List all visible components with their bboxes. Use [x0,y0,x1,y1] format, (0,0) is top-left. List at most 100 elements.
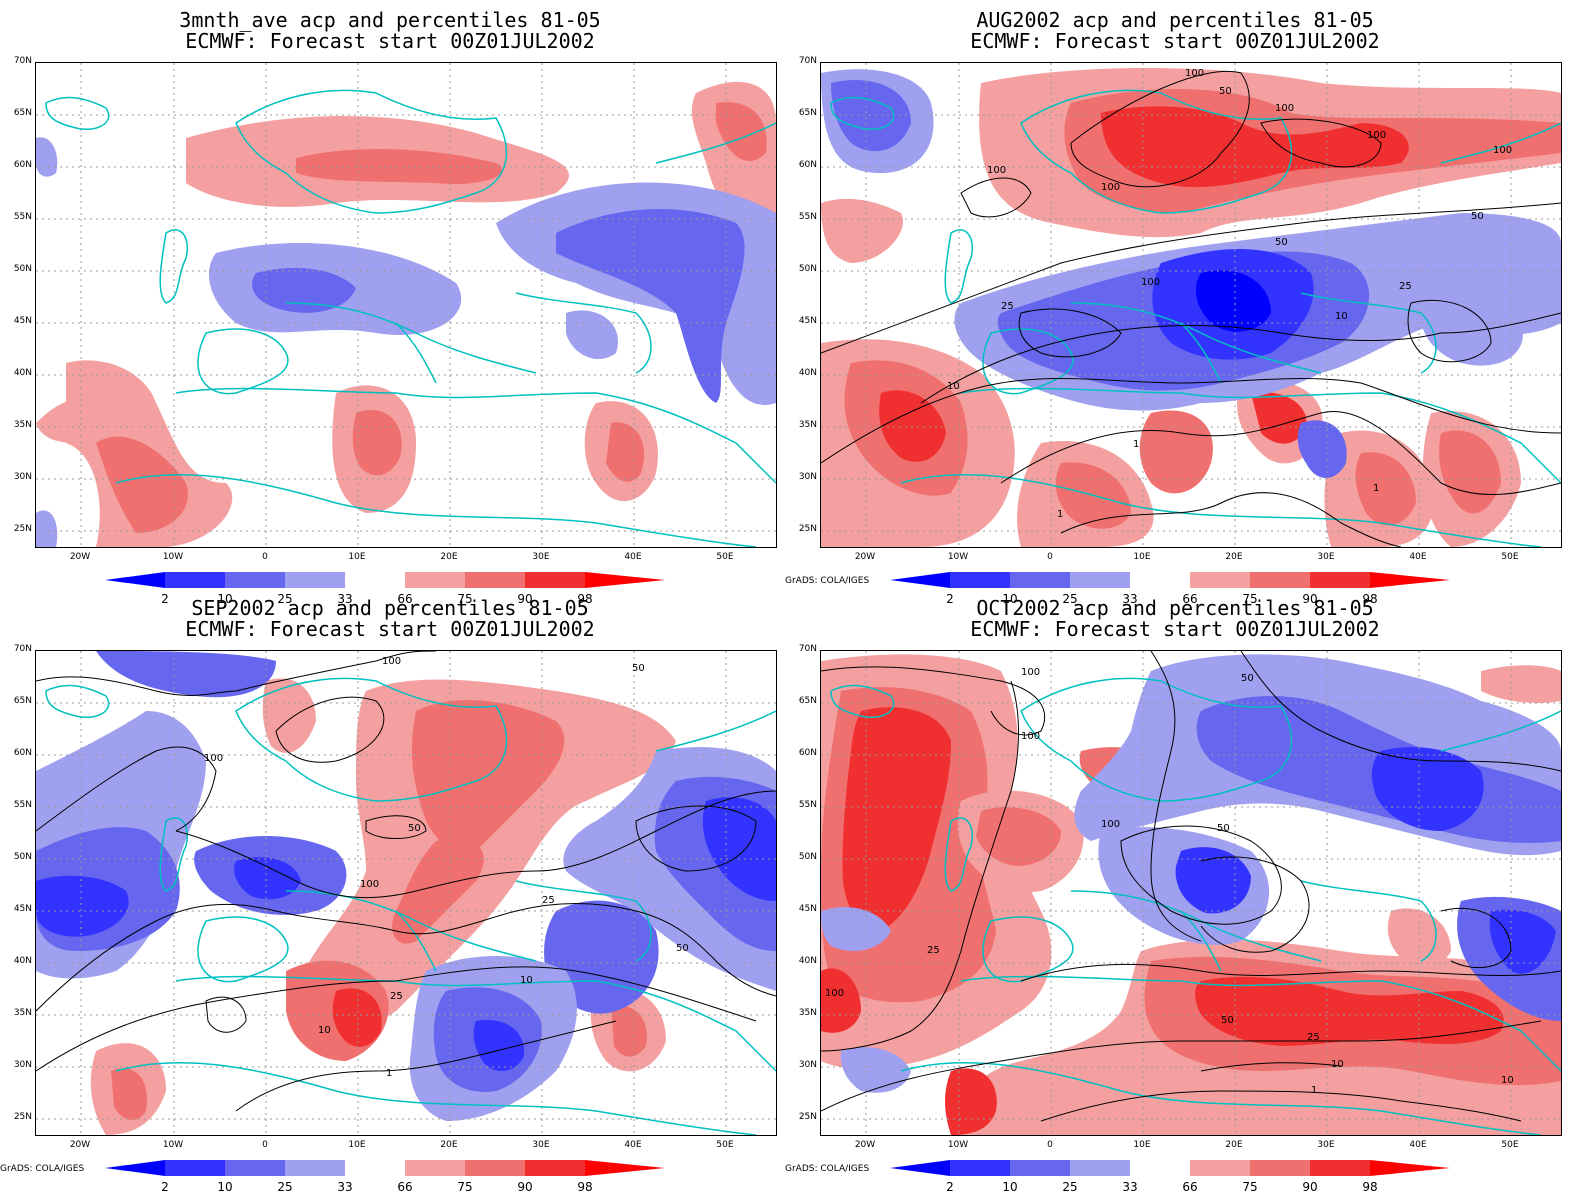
colorbar-label: 90 [517,1180,533,1194]
lat-label: 35N [798,1008,817,1018]
panel-title: AUG2002 acp and percentiles 81-05 [976,8,1374,32]
lat-label: 25N [13,524,32,534]
lat-label: 25N [798,524,817,534]
lon-label: 0 [262,552,268,562]
contour-label: 10 [1331,1059,1344,1070]
colorbar [890,1160,1450,1176]
lon-label: 20E [1225,1140,1243,1150]
panel-3mnth-ave: 3mnth_ave acp and percentiles 81-05 ECMW… [0,0,780,606]
percentile-fill [36,81,776,547]
colorbar-label: 2 [161,1180,169,1194]
lat-label: 25N [798,1112,817,1122]
contour-label: 25 [542,895,555,906]
lat-label: 45N [798,904,817,914]
colorbar-label: 33 [1122,592,1138,606]
contour-label: 1 [1311,1085,1317,1096]
panel-subtitle: ECMWF: Forecast start 00Z01JUL2002 [970,29,1380,53]
colorbar-label: 90 [517,592,533,606]
lon-label: 40E [624,552,642,562]
lat-label: 55N [798,212,817,222]
lon-label: 50E [716,1140,734,1150]
colorbar-label: 33 [337,1180,353,1194]
lon-label: 40E [1409,552,1427,562]
colorbar-label: 90 [1302,592,1318,606]
lat-label: 35N [13,1008,32,1018]
contour-label: 100 [1275,103,1294,114]
colorbar [105,572,665,588]
colorbar-label: 33 [1122,1180,1138,1194]
contour-labels: 100 100 100 100 50 50 50 25 25 10 10 1 [825,667,1514,1096]
panel-oct2002: OCT2002 acp and percentiles 81-05 ECMWF:… [785,588,1565,1194]
contour-label: 10 [1501,1075,1514,1086]
contour-label: 50 [676,943,689,954]
lon-label: 30E [532,552,550,562]
lat-label: 55N [798,800,817,810]
coastlines [830,89,1561,547]
contour-label: 50 [1219,86,1232,97]
contour-label: 25 [1399,281,1412,292]
contour-label: 100 [382,656,401,667]
panel-subtitle: ECMWF: Forecast start 00Z01JUL2002 [185,617,595,641]
lat-label: 55N [13,212,32,222]
contour-label: 10 [1335,311,1348,322]
colorbar [890,572,1450,588]
lat-label: 50N [798,264,817,274]
lon-label: 30E [1317,1140,1335,1150]
contour-label: 100 [1021,731,1040,742]
contour-label: 50 [408,823,421,834]
contour-label: 100 [360,879,379,890]
lon-label: 20W [854,1140,876,1150]
contour-label: 1 [1057,509,1063,520]
lon-label: 0 [1047,1140,1053,1150]
colorbar-label: 66 [1182,1180,1198,1194]
contour-label: 1 [1133,439,1139,450]
lat-label: 25N [13,1112,32,1122]
percentile-fill [821,68,1561,547]
colorbar [105,1160,665,1176]
panel-subtitle: ECMWF: Forecast start 00Z01JUL2002 [970,617,1380,641]
colorbar-label: 25 [1062,1180,1078,1194]
colorbar-label: 10 [217,592,233,606]
contour-labels: 100 100 100 50 50 50 25 25 10 10 1 [204,656,689,1079]
lat-label: 30N [13,1060,32,1070]
lat-label: 65N [13,108,32,118]
contour-label: 100 [825,988,844,999]
colorbar-label: 66 [397,592,413,606]
lat-label: 45N [13,316,32,326]
lat-label: 50N [798,852,817,862]
lat-label: 35N [798,420,817,430]
lon-label: 10W [162,1140,184,1150]
lon-label: 0 [262,1140,268,1150]
lon-label: 30E [532,1140,550,1150]
colorbar-label: 90 [1302,1180,1318,1194]
lat-lon-grid [36,651,776,1135]
colorbar-label: 10 [1002,592,1018,606]
contour-label: 100 [1185,68,1204,79]
colorbar-label: 75 [457,592,473,606]
contour-label: 10 [318,1025,331,1036]
contour-label: 100 [204,753,223,764]
lon-label: 10W [162,552,184,562]
lat-label: 60N [13,160,32,170]
panel-title: 3mnth_ave acp and percentiles 81-05 [179,8,601,32]
map-area [35,62,777,548]
lat-label: 65N [13,696,32,706]
map-area: 100 100 100 100 50 50 50 25 25 10 10 1 [820,650,1562,1136]
lon-label: 50E [1501,1140,1519,1150]
coastlines [830,677,1561,1135]
lon-label: 20E [440,1140,458,1150]
colorbar-label: 2 [161,592,169,606]
colorbar-label: 10 [1002,1180,1018,1194]
lon-label: 10E [1133,552,1151,562]
lat-label: 30N [798,1060,817,1070]
percentile-map: 100 100 100 100 100 100 100 50 50 50 25 … [821,63,1561,547]
percentile-map: 100 100 100 50 50 50 25 25 10 10 1 [36,651,776,1135]
lat-label: 45N [13,904,32,914]
contour-lines [821,71,1561,547]
contour-labels: 100 100 100 100 100 100 100 50 50 50 25 … [947,68,1512,520]
contour-label: 100 [987,165,1006,176]
lat-label: 30N [798,472,817,482]
lon-label: 10W [947,1140,969,1150]
contour-label: 10 [947,381,960,392]
contour-lines [821,651,1561,1122]
